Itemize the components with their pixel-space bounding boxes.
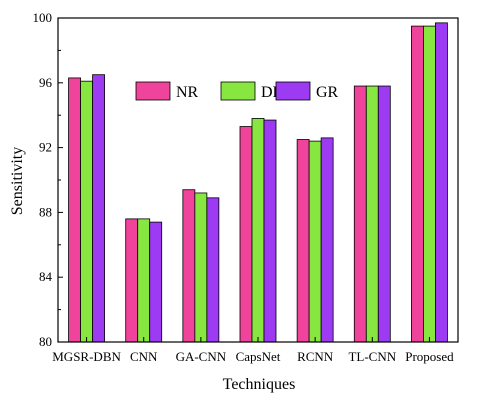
y-tick-label: 92 — [39, 140, 52, 155]
bar-gr-cnn — [149, 221, 163, 343]
y-tick-label: 100 — [33, 10, 53, 25]
x-tick-label: GA-CNN — [176, 349, 227, 364]
bar-dr-capsnet — [251, 118, 265, 343]
bar-nr-mgsr-dbn — [68, 77, 81, 343]
bar-nr-cnn — [125, 218, 139, 343]
y-tick-label: 84 — [39, 269, 53, 284]
x-tick-label: CapsNet — [236, 349, 281, 364]
bar-gr-proposed — [435, 22, 448, 343]
bar-nr-capsnet — [239, 126, 253, 343]
bar-nr-rcnn — [296, 139, 310, 343]
bar-dr-ga-cnn — [194, 192, 208, 343]
x-tick-label: RCNN — [297, 349, 334, 364]
x-tick-label: TL-CNN — [348, 349, 396, 364]
bars-layer — [68, 22, 448, 343]
legend-label-gr: GR — [316, 84, 339, 101]
y-tick-label: 80 — [39, 334, 52, 349]
legend-label-nr: NR — [176, 84, 199, 101]
bar-gr-capsnet — [263, 119, 277, 343]
bar-dr-cnn — [137, 218, 151, 343]
bar-dr-tl-cnn — [365, 85, 379, 343]
x-axis-title: Techniques — [223, 376, 296, 393]
bar-nr-proposed — [411, 25, 424, 343]
y-axis-title: Sensitivity — [9, 147, 26, 215]
bar-gr-rcnn — [320, 137, 334, 343]
ticks-layer: 80 84 88 92 96 100 MGSR-DBN CNN GA-CNN CapsNet RCN… — [33, 10, 455, 364]
legend-swatch-dr — [220, 81, 256, 101]
x-tick-label: MGSR-DBN — [52, 349, 121, 364]
x-tick-label: Proposed — [405, 349, 454, 364]
bar-gr-ga-cnn — [206, 197, 220, 343]
bar-dr-proposed — [423, 25, 436, 343]
bar-gr-mgsr-dbn — [92, 74, 105, 343]
bar-nr-tl-cnn — [353, 85, 367, 343]
legend-swatch-gr — [275, 81, 311, 101]
y-tick-label: 96 — [39, 75, 53, 90]
bar-nr-ga-cnn — [182, 189, 196, 343]
bar-gr-tl-cnn — [377, 85, 391, 343]
bar-dr-mgsr-dbn — [80, 80, 93, 343]
x-tick-label: CNN — [130, 349, 158, 364]
legend-swatch-nr — [135, 81, 171, 101]
legend: NR DR GR — [135, 81, 339, 101]
y-tick-label: 88 — [39, 204, 52, 219]
bar-dr-rcnn — [308, 140, 322, 343]
